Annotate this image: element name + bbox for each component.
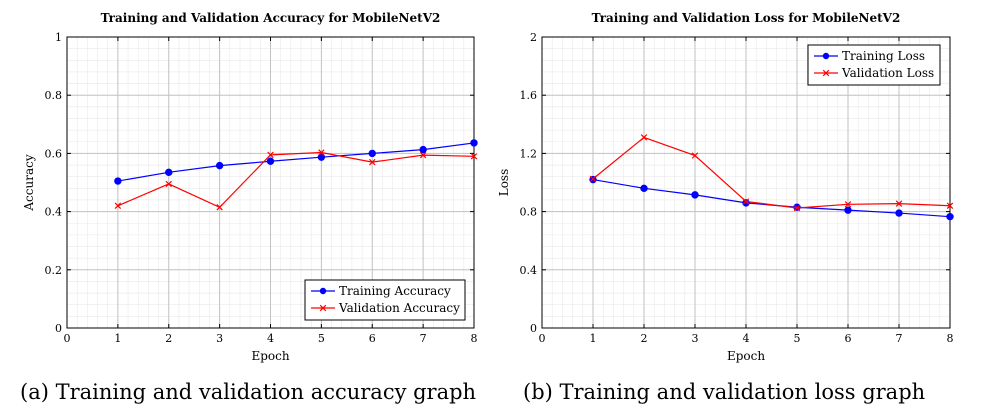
legend-label: Validation Loss <box>841 66 934 80</box>
x-tick-label: 1 <box>114 332 121 345</box>
y-tick-label: 1.6 <box>520 89 538 102</box>
data-point <box>742 198 750 205</box>
data-point <box>165 180 172 188</box>
legend-box <box>304 279 466 321</box>
series-training-accuracy <box>114 139 478 185</box>
legend-marker <box>319 304 327 312</box>
chart-title: Training and Validation Accuracy for Mob… <box>101 11 441 25</box>
legend-marker <box>822 52 830 60</box>
y-tick-label: 2 <box>530 31 537 44</box>
y-tick-label: 1.2 <box>520 147 538 160</box>
x-tick-label: 8 <box>471 332 478 345</box>
y-tick-label: 1 <box>55 31 62 44</box>
x-tick-label: 0 <box>64 332 71 345</box>
series-validation-loss <box>589 134 954 212</box>
x-axis-label: Epoch <box>251 349 289 363</box>
y-tick-label: 0 <box>530 322 537 335</box>
data-point <box>369 158 376 166</box>
data-point <box>946 212 954 221</box>
legend-label: Training Accuracy <box>339 284 451 298</box>
x-tick-label: 5 <box>794 332 801 345</box>
series-line <box>117 151 475 208</box>
y-axis-label: Loss <box>497 169 511 197</box>
x-tick-label: 8 <box>947 332 954 345</box>
legend-box <box>807 44 941 86</box>
data-point <box>844 201 852 208</box>
x-tick-label: 5 <box>318 332 325 345</box>
x-axis-label: Epoch <box>727 349 765 363</box>
x-tick-label: 0 <box>539 332 546 345</box>
y-tick-label: 0 <box>55 322 62 335</box>
y-tick-label: 0.8 <box>45 89 63 102</box>
x-tick-label: 4 <box>267 332 274 345</box>
x-tick-label: 7 <box>420 332 427 345</box>
y-tick-label: 0.6 <box>45 147 63 160</box>
data-point <box>267 151 274 159</box>
legend-marker <box>822 69 830 77</box>
x-tick-label: 2 <box>641 332 648 345</box>
chart-loss: 0 1 2 3 4 5 6 7 8 0 0.4 0.8 1.2 1.6 2 Training and Vali… <box>497 11 954 363</box>
data-point <box>589 175 597 183</box>
legend-label: Training Loss <box>842 49 925 63</box>
x-tick-label: 4 <box>743 332 750 345</box>
data-point <box>419 145 427 154</box>
data-point <box>368 149 376 158</box>
y-tick-label: 0.8 <box>520 206 538 219</box>
data-point <box>165 168 173 177</box>
x-tick-label: 2 <box>165 332 172 345</box>
series-line <box>592 136 951 209</box>
series-line <box>117 142 475 182</box>
x-tick-label: 6 <box>369 332 376 345</box>
y-axis-label: Accuracy <box>22 154 36 211</box>
data-point <box>317 153 326 161</box>
legend-label: Validation Accuracy <box>338 301 460 315</box>
x-tick-label: 7 <box>896 332 903 345</box>
data-point <box>691 152 699 159</box>
legend-marker <box>319 287 327 295</box>
caption-loss: (b) Training and validation loss graph <box>523 380 926 404</box>
chart-accuracy: 0 1 2 3 4 5 6 7 8 0 0.2 0.4 0.6 0.8 1 Training and Vali… <box>22 11 478 363</box>
data-point <box>895 200 903 207</box>
x-tick-label: 3 <box>216 332 223 345</box>
data-point <box>318 149 325 156</box>
data-point <box>470 153 478 160</box>
x-tick-label: 3 <box>692 332 699 345</box>
data-point <box>844 206 852 214</box>
data-point <box>640 134 648 141</box>
data-point <box>114 202 122 210</box>
y-tick-label: 0.4 <box>520 264 538 277</box>
x-tick-label: 6 <box>845 332 852 345</box>
legend: Training Accuracy Validation Accuracy <box>304 279 466 321</box>
data-point <box>419 151 427 159</box>
data-point <box>216 204 223 211</box>
caption-accuracy: (a) Training and validation accuracy gra… <box>20 380 477 404</box>
chart-title: Training and Validation Loss for MobileN… <box>592 11 901 25</box>
data-point <box>946 202 954 210</box>
data-point <box>266 157 275 165</box>
data-point <box>470 139 478 147</box>
y-tick-label: 0.4 <box>45 206 63 219</box>
data-point <box>691 191 699 199</box>
x-tick-label: 1 <box>590 332 597 345</box>
series-validation-accuracy <box>114 149 478 211</box>
y-tick-label: 0.2 <box>45 264 63 277</box>
data-point <box>895 209 903 217</box>
legend: Training Loss Validation Loss <box>807 44 941 86</box>
data-point <box>215 161 224 170</box>
data-point <box>114 177 122 185</box>
data-point <box>640 184 648 193</box>
data-point <box>793 204 801 212</box>
